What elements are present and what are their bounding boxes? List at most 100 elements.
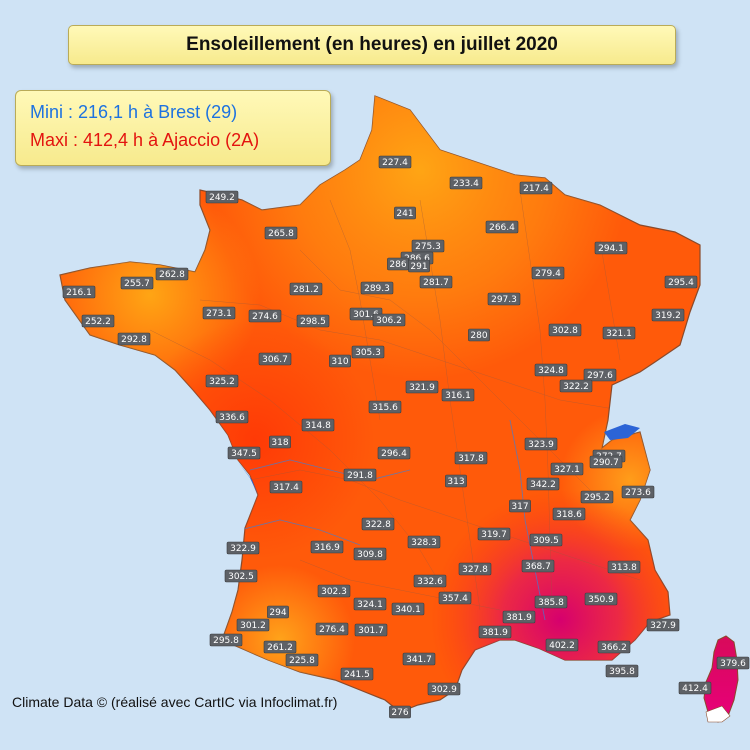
station-label: 357.4 (438, 591, 472, 605)
station-value: 302.9 (431, 685, 457, 695)
station-label: 249.2 (205, 190, 239, 204)
station-value: 309.5 (533, 536, 559, 546)
station-label: 295.4 (664, 275, 698, 289)
station-value: 274.6 (252, 312, 278, 322)
station-label: 281.2 (289, 282, 323, 296)
station-label: 281.7 (419, 275, 453, 289)
station-value: 328.3 (411, 538, 437, 548)
station-label: 298.5 (296, 314, 330, 328)
station-value: 216.1 (66, 288, 92, 298)
station-label: 340.1 (391, 602, 425, 616)
station-value: 225.8 (289, 656, 315, 666)
station-value: 305.3 (355, 348, 381, 358)
station-label: 262.8 (155, 267, 189, 281)
station-value: 332.6 (417, 577, 443, 587)
station-label: 310 (329, 354, 351, 368)
station-value: 324.8 (538, 366, 564, 376)
station-label: 379.6 (716, 656, 750, 670)
station-value: 341.7 (406, 655, 432, 665)
station-value: 381.9 (482, 628, 508, 638)
station-label: 291 (408, 259, 430, 273)
station-label: 412.4 (678, 681, 712, 695)
station-labels: 251.2227.4233.4217.4249.2241265.8266.427… (62, 123, 750, 719)
station-value: 324.1 (357, 600, 383, 610)
station-value: 318 (271, 438, 288, 448)
station-label: 276.4 (315, 622, 349, 636)
station-value: 276.4 (319, 625, 345, 635)
map-title-text: Ensoleillement (en heures) en juillet 20… (186, 34, 558, 55)
station-label: 316.1 (441, 388, 475, 402)
station-value: 291 (410, 262, 427, 272)
station-value: 286.6 (404, 254, 430, 264)
station-value: 412.4 (682, 684, 708, 694)
station-value: 327.9 (650, 621, 676, 631)
station-label: 315.6 (368, 400, 402, 414)
station-value: 319.7 (481, 530, 507, 540)
station-value: 249.2 (209, 193, 235, 203)
station-label: 395.8 (605, 664, 639, 678)
station-value: 289.3 (364, 284, 390, 294)
station-value: 381.9 (506, 613, 532, 623)
min-value-text: Mini : 216,1 h à Brest (29) (30, 102, 238, 122)
station-value: 322.9 (230, 544, 256, 554)
station-value: 317.4 (273, 483, 299, 493)
map-title: Ensoleillement (en heures) en juillet 20… (68, 25, 676, 65)
station-label: 280 (468, 328, 490, 342)
station-label: 319.2 (651, 308, 685, 322)
station-label: 302.8 (548, 323, 582, 337)
station-label: 276 (389, 705, 411, 719)
station-label: 294.1 (594, 241, 628, 255)
station-label: 313.8 (607, 560, 641, 574)
station-label: 302.3 (317, 584, 351, 598)
station-value: 313.8 (611, 563, 637, 573)
station-label: 317.8 (454, 451, 488, 465)
station-value: 295.8 (213, 636, 239, 646)
station-value: 319.2 (655, 311, 681, 321)
station-label: 322.8 (361, 517, 395, 531)
station-label: 290.7 (589, 455, 623, 469)
station-value: 301.6 (353, 310, 379, 320)
station-label: 341.7 (402, 652, 436, 666)
station-label: 317.4 (269, 480, 303, 494)
station-value: 395.8 (609, 667, 635, 677)
station-label: 265.8 (264, 226, 298, 240)
station-label: 306.2 (372, 313, 406, 327)
station-value: 315.6 (372, 403, 398, 413)
corsica-south-tip (705, 705, 731, 723)
station-label: 317 (509, 499, 531, 513)
station-value: 276 (391, 708, 408, 718)
station-value: 313 (447, 477, 464, 487)
station-label: 342.2 (526, 477, 560, 491)
station-value: 280 (470, 331, 487, 341)
station-value: 306.7 (262, 355, 288, 365)
station-label: 325.2 (205, 374, 239, 388)
station-value: 309.8 (357, 550, 383, 560)
station-label: 289.3 (360, 281, 394, 295)
station-value: 281.2 (293, 285, 319, 295)
station-label: 322.9 (226, 541, 260, 555)
station-value: 357.4 (442, 594, 468, 604)
station-value: 241.5 (344, 670, 370, 680)
station-value: 302.5 (228, 572, 254, 582)
station-label: 295.8 (209, 633, 243, 647)
station-label: 324.1 (353, 597, 387, 611)
station-label: 294 (267, 605, 289, 619)
station-value: 294.1 (598, 244, 624, 254)
station-value: 322.8 (365, 520, 391, 530)
station-value: 266.4 (489, 223, 515, 233)
station-label: 241 (394, 206, 416, 220)
station-value: 291.8 (347, 471, 373, 481)
station-label: 297.6 (583, 368, 617, 382)
station-value: 317.8 (458, 454, 484, 464)
station-label: 227.4 (378, 155, 412, 169)
station-value: 241 (396, 209, 413, 219)
station-label: 366.2 (597, 640, 631, 654)
station-value: 306.2 (376, 316, 402, 326)
station-label: 255.7 (120, 276, 154, 290)
min-max-box: Mini : 216,1 h à Brest (29) Maxi : 412,4… (15, 90, 331, 166)
station-label: 273.1 (202, 306, 236, 320)
station-label: 305.3 (351, 345, 385, 359)
station-label: 321.1 (602, 326, 636, 340)
station-value: 273.6 (625, 488, 651, 498)
station-value: 297.6 (587, 371, 613, 381)
